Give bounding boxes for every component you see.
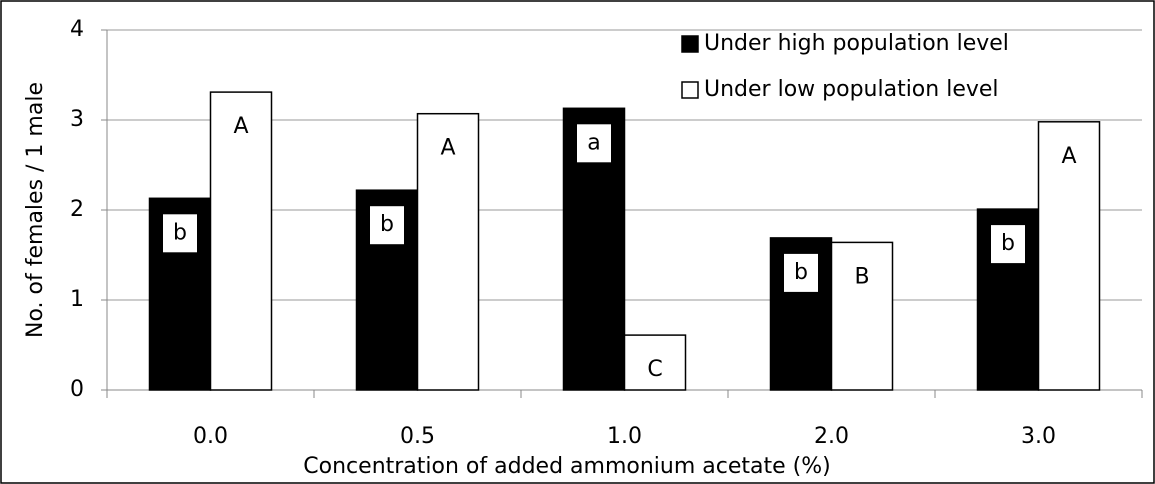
significance-letter: b	[173, 220, 187, 245]
bar	[209, 91, 273, 391]
y-tick-label: 1	[70, 287, 84, 312]
x-tick-label: 0.0	[193, 424, 228, 449]
x-tick-label: 3.0	[1021, 424, 1056, 449]
y-axis-label: No. of females / 1 male	[23, 82, 48, 338]
letter-box	[784, 253, 818, 292]
x-tick-label: 1.0	[607, 424, 642, 449]
y-tick-label: 4	[70, 17, 84, 42]
significance-letter: A	[233, 114, 248, 139]
letter-box	[163, 214, 197, 253]
y-tick-label: 2	[70, 197, 84, 222]
significance-letter: A	[440, 136, 455, 161]
legend-label: Under low population level	[704, 77, 999, 102]
y-tick-label: 3	[70, 107, 84, 132]
y-tick-label: 0	[70, 377, 84, 402]
significance-letter: b	[794, 260, 808, 285]
x-tick-label: 0.5	[400, 424, 435, 449]
bar	[416, 112, 480, 391]
bar	[830, 241, 894, 391]
bar	[623, 334, 687, 391]
legend-label: Under high population level	[704, 31, 1009, 56]
legend-swatch	[681, 35, 699, 53]
significance-letter: B	[854, 264, 869, 289]
bar	[1037, 121, 1101, 391]
significance-letter: b	[1001, 231, 1015, 256]
x-axis-label: Concentration of added ammonium acetate …	[303, 454, 830, 479]
letter-box	[991, 225, 1025, 264]
letter-box	[577, 124, 611, 163]
significance-letter: b	[380, 212, 394, 237]
x-tick-label: 2.0	[814, 424, 849, 449]
significance-letter: a	[587, 130, 600, 155]
significance-letter: A	[1061, 144, 1076, 169]
letter-box	[370, 206, 404, 245]
legend-swatch	[681, 81, 699, 99]
significance-letter: C	[647, 357, 662, 382]
